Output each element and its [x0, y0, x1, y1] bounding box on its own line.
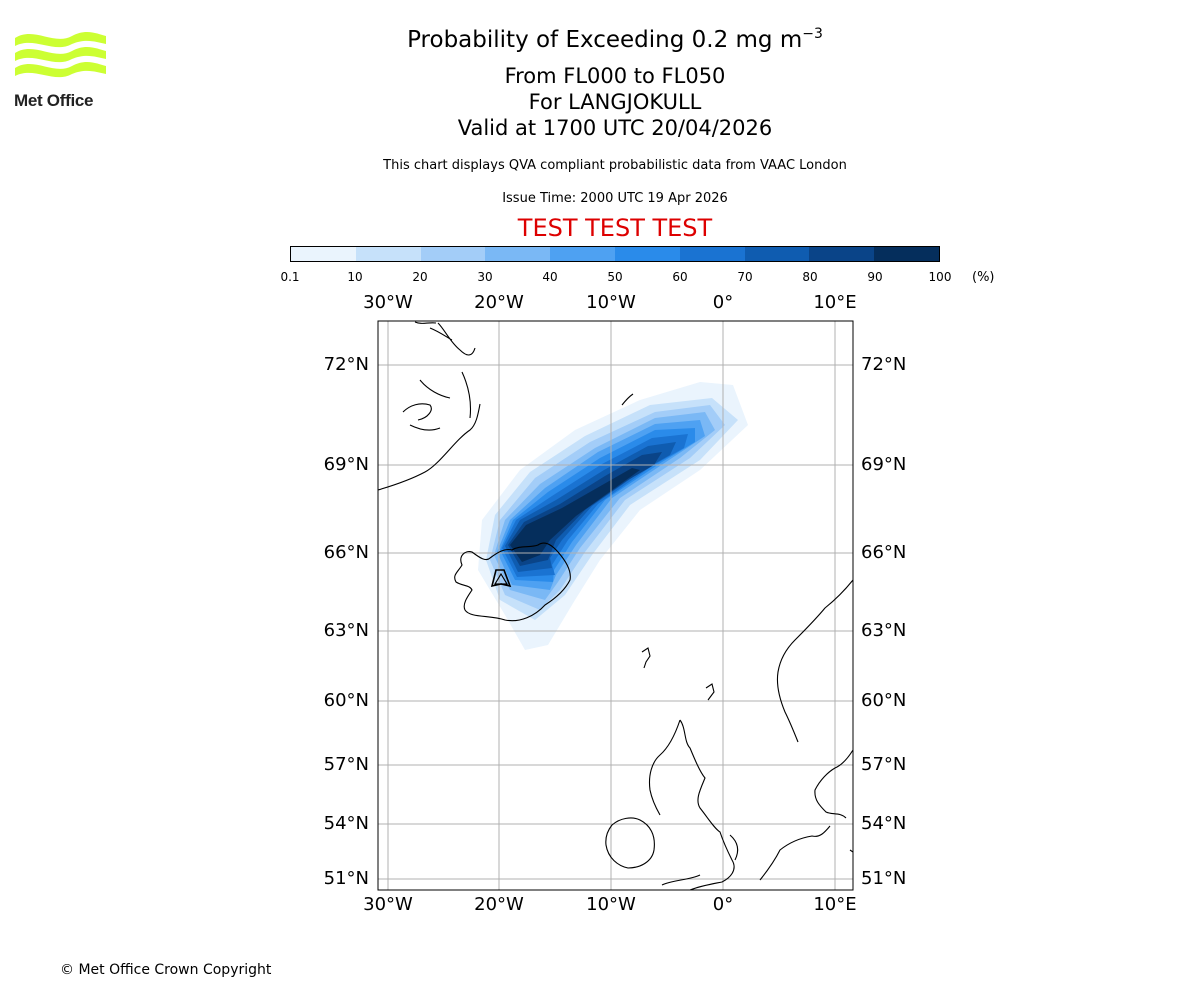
valid-time: Valid at 1700 UTC 20/04/2026 [457, 116, 773, 140]
lon-label-bottom: 10°W [586, 894, 636, 915]
copyright: © Met Office Crown Copyright [60, 962, 272, 978]
lon-label-top: 10°E [813, 292, 857, 313]
jan-mayen-coast [621, 393, 634, 406]
met-office-logo [14, 30, 109, 112]
iceland-coast [454, 542, 571, 622]
map-frame [377, 320, 854, 891]
flight-levels: From FL000 to FL050 [504, 64, 726, 88]
lat-label-left: 63°N [323, 620, 369, 641]
ash-plume [478, 382, 748, 650]
issue-time: Issue Time: 2000 UTC 19 Apr 2026 [502, 191, 728, 206]
colorbar-segment [874, 247, 939, 261]
colorbar-tick-label: 40 [542, 270, 558, 284]
colorbar-segment [614, 247, 680, 261]
colorbar-unit: (%) [972, 270, 995, 285]
colorbar-tick-label: 30 [477, 270, 493, 284]
lon-label-bottom: 30°W [363, 894, 413, 915]
colorbar [290, 246, 940, 262]
colorbar-segment [485, 247, 551, 261]
chart-title: Probability of Exceeding 0.2 mg m−3 [15, 26, 1200, 53]
lat-label-right: 63°N [861, 620, 907, 641]
colorbar-segment [420, 247, 486, 261]
colorbar-tick-label: 80 [802, 270, 818, 284]
lon-label-bottom: 10°E [813, 894, 857, 915]
colorbar-tick-label: 100 [928, 270, 952, 284]
lat-label-right: 51°N [861, 868, 907, 889]
lat-label-right: 57°N [861, 754, 907, 775]
norway-coast [776, 579, 853, 819]
faroe-coast [641, 647, 651, 669]
shetland-coast [705, 683, 715, 701]
lon-label-top: 0° [712, 292, 734, 313]
lat-label-left: 66°N [323, 542, 369, 563]
lat-label-right: 69°N [861, 454, 907, 475]
gridlines [378, 321, 853, 890]
chart-description: This chart displays QVA compliant probab… [383, 158, 847, 173]
lon-label-top: 20°W [474, 292, 524, 313]
colorbar-segment [809, 247, 875, 261]
lat-label-left: 54°N [323, 813, 369, 834]
colorbar-tick-label: 10 [347, 270, 363, 284]
colorbar-tick-label: 60 [672, 270, 688, 284]
colorbar-tick-label: 20 [412, 270, 428, 284]
lat-label-right: 66°N [861, 542, 907, 563]
lon-label-bottom: 0° [712, 894, 734, 915]
ireland-coast [605, 817, 655, 869]
continent-coast [759, 825, 853, 881]
lat-label-left: 51°N [323, 868, 369, 889]
colorbar-tick-label: 0.1 [280, 270, 300, 284]
colorbar-segment [355, 247, 421, 261]
lat-label-left: 69°N [323, 454, 369, 475]
scotland-coast [648, 719, 735, 890]
lon-label-top: 30°W [363, 292, 413, 313]
plume-band-10 [510, 468, 640, 562]
volcano-triangle-icon [490, 569, 512, 588]
colorbar-segment [291, 247, 356, 261]
lat-label-left: 72°N [323, 354, 369, 375]
colorbar-segment [679, 247, 745, 261]
lat-label-left: 57°N [323, 754, 369, 775]
colorbar-tick-label: 50 [607, 270, 623, 284]
lon-label-top: 10°W [586, 292, 636, 313]
lat-label-right: 54°N [861, 813, 907, 834]
coastlines [378, 321, 853, 890]
colorbar-tick-label: 70 [737, 270, 753, 284]
test-banner: TEST TEST TEST [517, 214, 713, 242]
lat-label-right: 72°N [861, 354, 907, 375]
greenland-coast [378, 321, 481, 491]
volcano-name: For LANGJOKULL [528, 90, 702, 114]
lat-label-right: 60°N [861, 690, 907, 711]
lat-label-left: 60°N [323, 690, 369, 711]
colorbar-tick-label: 90 [867, 270, 883, 284]
met-office-waves-logo [15, 31, 106, 78]
title-text: Probability of Exceeding 0.2 mg m [407, 27, 803, 53]
logo-text: Met Office [14, 91, 94, 110]
wales-england-coast [661, 834, 739, 886]
title-exponent: −3 [802, 26, 823, 42]
lon-label-bottom: 20°W [474, 894, 524, 915]
colorbar-segment [744, 247, 810, 261]
colorbar-segment [550, 247, 615, 261]
